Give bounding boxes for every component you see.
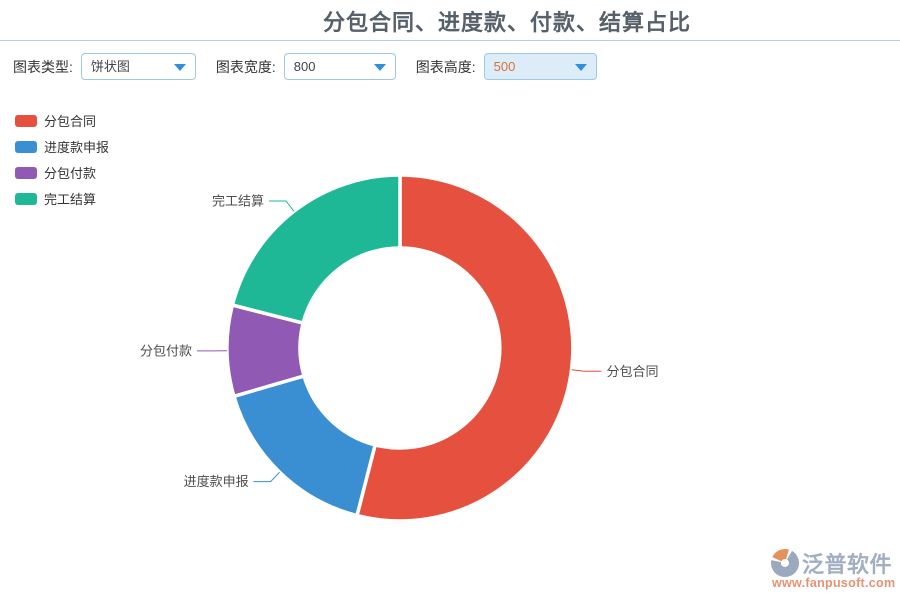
legend-item-3[interactable]: 完工结算 (15, 192, 109, 207)
legend-swatch-icon (15, 192, 37, 205)
dropdown-arrow-icon (173, 64, 186, 71)
legend-swatch-icon (15, 166, 37, 179)
legend-item-label: 分包付款 (44, 166, 97, 181)
legend-item-2[interactable]: 分包付款 (15, 166, 109, 181)
chart-height-label: 图表高度: (415, 58, 476, 75)
chart-type-select[interactable]: 饼状图 (80, 53, 196, 80)
legend-item-label: 完工结算 (44, 192, 97, 207)
dropdown-arrow-icon (574, 64, 587, 71)
chart-height-value: 500 (493, 59, 516, 74)
legend-item-label: 进度款申报 (44, 140, 110, 155)
legend-swatch-icon (15, 140, 37, 153)
pie-label-line-0 (571, 369, 602, 372)
chart-width-label: 图表宽度: (215, 58, 276, 75)
dropdown-arrow-icon (373, 64, 386, 71)
pie-slice-3[interactable] (230, 173, 402, 325)
legend-item-1[interactable]: 进度款申报 (15, 140, 110, 155)
page-title: 分包合同、进度款、付款、结算占比 (322, 10, 692, 35)
watermark-top-row: 泛普软件 (770, 548, 900, 578)
chart-width-value: 800 (293, 59, 316, 74)
pie-slice-label-1: 进度款申报 (184, 474, 249, 489)
chart-height-select[interactable]: 500 (483, 53, 597, 80)
brand-url: www.fanpusoft.com (772, 576, 896, 590)
toolbar: 图表类型: 饼状图 图表宽度: 800 图表高度: 500 (13, 53, 617, 80)
watermark: 泛普软件 www.fanpusoft.com (770, 548, 900, 590)
pie-slice-0[interactable] (355, 173, 575, 523)
chart-legend: 分包合同进度款申报分包付款完工结算 (15, 114, 109, 218)
fanpu-swirl-icon (771, 549, 799, 577)
pie-label-line-1 (253, 471, 280, 483)
pie-label-line-3 (269, 200, 295, 212)
pie-slice-label-3: 完工结算 (212, 194, 264, 209)
legend-item-label: 分包合同 (44, 114, 97, 129)
header-divider (0, 40, 900, 41)
pie-slice-label-0: 分包合同 (607, 364, 659, 379)
chart-type-value: 饼状图 (90, 59, 130, 74)
chart-type-label: 图表类型: (13, 58, 73, 75)
pie-slice-1[interactable] (232, 374, 377, 518)
chart-width-select[interactable]: 800 (283, 53, 396, 80)
legend-swatch-icon (15, 114, 37, 127)
brand-name: 泛普软件 (802, 552, 893, 577)
legend-item-0[interactable]: 分包合同 (15, 114, 109, 129)
pie-slice-label-2: 分包付款 (140, 343, 192, 358)
